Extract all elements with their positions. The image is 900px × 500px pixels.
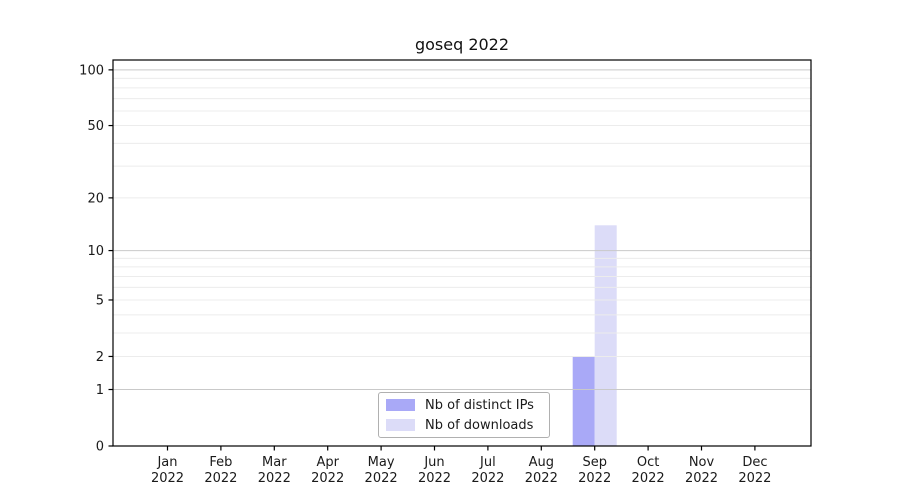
legend-swatch-downloads-icon [386, 419, 415, 431]
x-axis-tick-label-year: 2022 [632, 471, 665, 486]
x-axis-tick-label-month: Sep [582, 455, 607, 470]
legend-swatch-distinct-ips-icon [386, 399, 415, 411]
x-axis-tick-label-month: Apr [316, 455, 339, 470]
legend: Nb of distinct IPs Nb of downloads [378, 392, 550, 438]
bar-nb-of-downloads-sep-2022 [594, 225, 617, 446]
chart-title: goseq 2022 [414, 35, 510, 54]
x-axis-tick-label-year: 2022 [738, 471, 771, 486]
x-axis-tick-label-year: 2022 [311, 471, 344, 486]
x-axis-tick-label-year: 2022 [365, 471, 398, 486]
x-axis-tick-label-year: 2022 [525, 471, 558, 486]
y-axis-tick-label: 100 [79, 63, 104, 78]
legend-item-downloads: Nb of downloads [386, 416, 549, 434]
x-axis-tick-label-year: 2022 [418, 471, 451, 486]
x-axis-tick-label-month: Jan [156, 455, 177, 470]
x-axis-tick-label-month: Jul [479, 455, 496, 470]
x-axis-tick-label-month: May [368, 455, 395, 470]
y-axis-tick-label: 5 [96, 293, 104, 308]
x-axis-tick-label-month: Feb [209, 455, 232, 470]
x-axis-tick-label-year: 2022 [471, 471, 504, 486]
legend-label-downloads: Nb of downloads [425, 417, 534, 433]
y-axis-tick-label: 50 [87, 119, 104, 134]
x-axis-tick-label-year: 2022 [204, 471, 237, 486]
legend-item-distinct-ips: Nb of distinct IPs [386, 396, 549, 414]
bar-nb-of-distinct-ips-sep-2022 [572, 356, 595, 446]
plot-frame [112, 59, 812, 447]
x-axis-tick-label-year: 2022 [151, 471, 184, 486]
x-axis-tick-label-year: 2022 [578, 471, 611, 486]
x-axis-tick-label-month: Aug [529, 455, 554, 470]
x-axis-tick-label-month: Oct [637, 455, 659, 470]
y-axis-tick-label: 0 [96, 440, 104, 455]
legend-label-distinct-ips: Nb of distinct IPs [425, 397, 534, 413]
x-axis-tick-label-year: 2022 [685, 471, 718, 486]
x-axis-tick-label-month: Jun [423, 455, 444, 470]
y-axis-tick-label: 2 [96, 350, 104, 365]
x-axis-tick-label-month: Dec [742, 455, 767, 470]
x-axis-tick-label-month: Nov [689, 455, 715, 470]
x-axis-tick-label-month: Mar [262, 455, 287, 470]
y-axis-tick-label: 10 [87, 244, 104, 259]
y-axis-tick-label: 20 [87, 191, 104, 206]
x-axis-tick-label-year: 2022 [258, 471, 291, 486]
y-axis-tick-label: 1 [96, 383, 104, 398]
